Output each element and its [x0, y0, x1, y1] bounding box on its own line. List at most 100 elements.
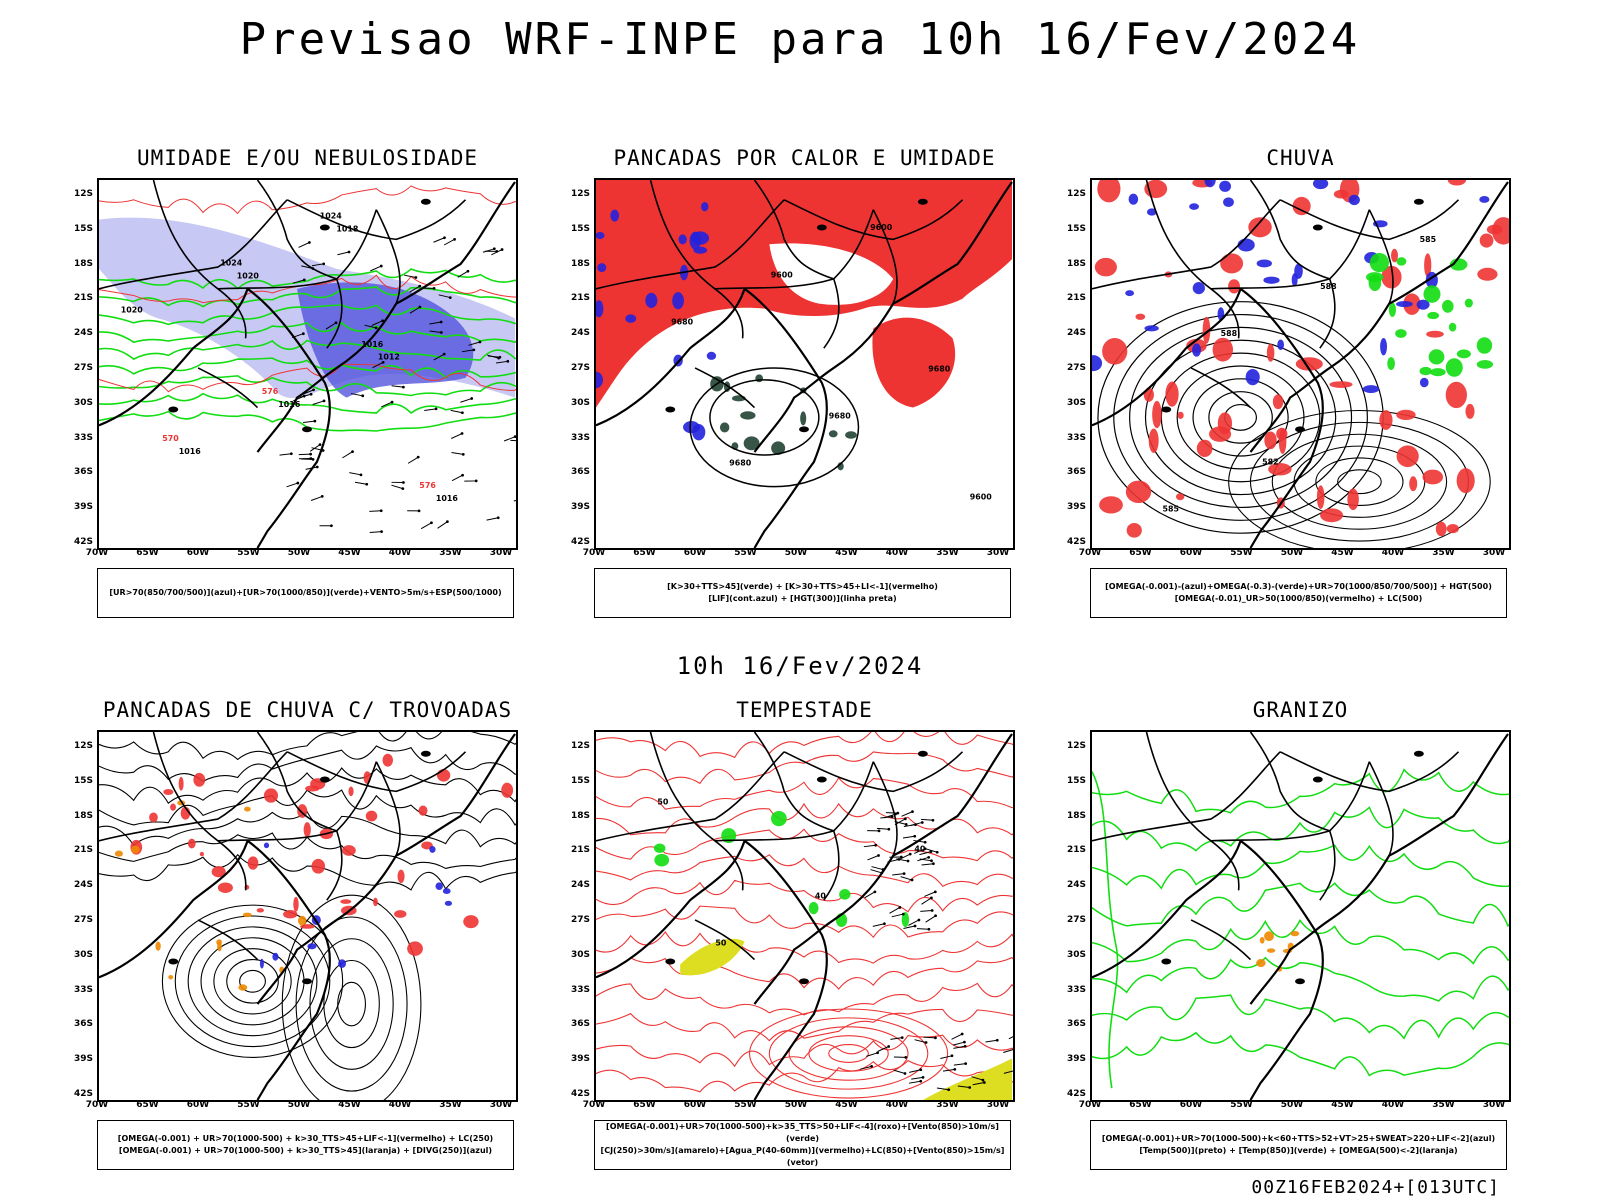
- longitude-label: 55W: [237, 548, 260, 558]
- longitude-label: 30W: [986, 1100, 1010, 1110]
- wind-vector: [942, 1068, 955, 1072]
- lif-contour-blob: [596, 300, 604, 318]
- political-border: [596, 751, 785, 842]
- wind-vector-head: [381, 319, 385, 323]
- wind-vector-head: [309, 452, 313, 456]
- wind-vector-head: [330, 524, 333, 528]
- lake: [816, 776, 827, 783]
- rain-area-red: [1292, 196, 1311, 216]
- thunderstorm-area-red: [211, 866, 226, 878]
- lake: [1161, 406, 1172, 413]
- wind-vector: [953, 1063, 966, 1066]
- rain-area-blue: [1479, 195, 1490, 203]
- latitude-label: 42S: [73, 1089, 93, 1099]
- thunderstorm-area-red: [199, 851, 204, 857]
- wind-vector-head: [877, 854, 880, 857]
- wind-vector-head: [453, 237, 456, 241]
- thunderstorm-area-orange: [297, 915, 307, 926]
- wind-vector-head: [461, 452, 465, 456]
- temperature-850-contour: [1092, 771, 1119, 1089]
- wind-area-green: [654, 853, 670, 867]
- streamline: [596, 956, 1013, 990]
- wind-vector-head: [322, 262, 326, 266]
- wind-vector: [342, 451, 353, 459]
- instability-area-red: [872, 317, 956, 408]
- rain-area-red: [1486, 224, 1503, 235]
- lake: [319, 224, 330, 231]
- streamline: [99, 832, 516, 870]
- streamline: [99, 286, 516, 308]
- political-border: [1279, 199, 1460, 241]
- wind-vector-head: [307, 241, 311, 244]
- run-identifier-footer: 00Z16FEB2024+[013UTC]: [1251, 1177, 1500, 1198]
- longitude-label: 40W: [388, 1100, 412, 1110]
- rain-area-green: [1448, 322, 1457, 332]
- legend-line: [OMEGA(-0.001)-(azul)+OMEGA(-0.3)-(verde…: [1105, 582, 1492, 591]
- wind-vector: [889, 907, 901, 914]
- rain-area-red: [1381, 265, 1402, 289]
- streamline: [1092, 882, 1509, 928]
- latitude-label: 21S: [1066, 293, 1086, 304]
- streamline: [596, 905, 1013, 939]
- coastline: [596, 839, 828, 1100]
- contour-label: 585: [1163, 504, 1180, 513]
- rain-area-red: [1220, 253, 1244, 274]
- wind-vector: [884, 813, 896, 819]
- rain-area-blue: [1348, 194, 1360, 206]
- wind-area-green: [901, 911, 910, 928]
- wind-vector: [871, 866, 884, 871]
- longitude-label: 65W: [633, 1100, 656, 1110]
- streamline: [99, 789, 516, 826]
- streamline: [226, 958, 279, 1004]
- forecast-map: 588 588 585 585 582: [1090, 178, 1511, 550]
- wind-vector: [372, 361, 384, 369]
- legend-line: [LIF](cont.azul) + [HGT(300)](linha pret…: [708, 594, 897, 603]
- rain-area-red: [1202, 316, 1211, 344]
- wind-vector: [337, 251, 350, 256]
- legend-line: [Temp(500)](preto) + [Temp(850)](verde) …: [1139, 1146, 1458, 1155]
- political-border: [286, 199, 467, 241]
- wind-vector: [890, 1037, 903, 1040]
- geopotential-contour: [1271, 433, 1448, 530]
- rain-area-red: [1320, 508, 1344, 523]
- coastline: [1092, 839, 1324, 1100]
- streamline: [161, 904, 344, 1059]
- latitude-label: 33S: [1066, 984, 1086, 995]
- longitude-label: 45W: [338, 548, 361, 558]
- wind-vector-head: [379, 264, 383, 268]
- streamline: [295, 916, 408, 1092]
- latitude-label: 42S: [73, 537, 93, 547]
- streamline: [213, 948, 292, 1015]
- rain-area-red: [1435, 521, 1447, 537]
- longitude-label: 60W: [683, 1100, 707, 1110]
- thunderstorm-area-red: [407, 941, 423, 956]
- wind-vector-head: [930, 859, 933, 863]
- latitude-label: 15S: [1066, 223, 1086, 234]
- lake: [665, 958, 676, 965]
- wind-vector-head: [448, 296, 452, 299]
- wind-vector-head: [374, 326, 378, 330]
- streamline: [239, 969, 266, 993]
- coastline: [753, 733, 1013, 1005]
- jet-stream-area-yellow: [680, 938, 745, 976]
- geopotential-contour: [1129, 326, 1353, 509]
- wind-vector-head: [466, 269, 470, 273]
- lake: [816, 224, 827, 231]
- political-border: [1092, 199, 1281, 290]
- political-border: [326, 278, 343, 349]
- streamline: [596, 828, 1013, 862]
- lake: [302, 978, 312, 985]
- wind-vector: [892, 873, 905, 876]
- wind-vector: [298, 242, 310, 248]
- longitude-label: 45W: [1331, 548, 1354, 558]
- rain-area-red: [1212, 337, 1234, 362]
- longitude-label: 60W: [1179, 548, 1203, 558]
- panel-title: GRANIZO: [1252, 698, 1349, 722]
- geopotential-contour: [709, 379, 820, 456]
- latitude-label: 21S: [570, 293, 590, 304]
- rain-area-red: [1447, 180, 1467, 186]
- wind-vector: [409, 285, 420, 293]
- wind-vector-head: [887, 1045, 891, 1048]
- lake: [168, 406, 179, 413]
- wind-vector-head: [874, 843, 878, 847]
